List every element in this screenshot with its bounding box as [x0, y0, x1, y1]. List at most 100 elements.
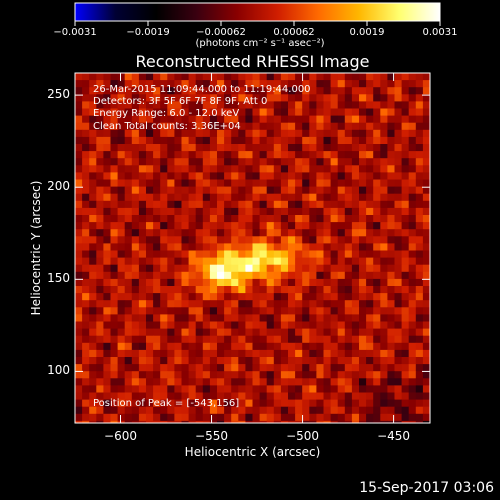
heatmap-cell	[110, 193, 118, 202]
heatmap-cell	[359, 349, 367, 358]
colorbar-tick-label: −0.0019	[126, 27, 170, 38]
heatmap-cell	[252, 328, 260, 337]
heatmap-cell	[337, 87, 346, 95]
heatmap-cell	[394, 286, 402, 294]
heatmap-cell	[330, 300, 339, 308]
heatmap-cell	[131, 129, 140, 138]
colorbar-tick-label: −0.00062	[196, 27, 246, 38]
heatmap-cell	[273, 300, 282, 308]
heatmap-cell	[266, 271, 275, 280]
heatmap-cell	[75, 129, 83, 138]
heatmap-cell	[231, 108, 239, 116]
heatmap-cell	[195, 371, 204, 379]
heatmap-cell	[316, 349, 324, 358]
heatmap-cell	[153, 136, 161, 145]
heatmap-cell	[202, 73, 211, 81]
heatmap-cell	[110, 321, 118, 329]
heatmap-cell	[245, 293, 253, 301]
heatmap-cell	[174, 115, 182, 124]
heatmap-cell	[394, 158, 402, 166]
heatmap-cell	[146, 321, 154, 329]
heatmap-cell	[89, 229, 97, 237]
heatmap-cell	[387, 300, 395, 308]
heatmap-cell	[96, 165, 104, 173]
heatmap-cell	[96, 357, 104, 365]
heatmap-cell	[245, 73, 253, 81]
heatmap-cell	[181, 215, 189, 223]
heatmap-cell	[408, 215, 417, 223]
heatmap-cell	[167, 215, 175, 223]
heatmap-cell	[195, 136, 204, 145]
heatmap-cell	[89, 108, 97, 116]
heatmap-cell	[124, 151, 133, 159]
heatmap-cell	[422, 108, 430, 116]
heatmap-cell	[167, 349, 175, 358]
heatmap-cell	[415, 108, 424, 116]
heatmap-cell	[330, 286, 339, 294]
heatmap-cell	[330, 349, 339, 358]
heatmap-cell	[82, 101, 90, 109]
heatmap-cell	[259, 108, 268, 116]
heatmap-cell	[309, 186, 317, 195]
heatmap-cell	[124, 399, 133, 408]
heatmap-cell	[209, 271, 218, 280]
heatmap-cell	[344, 122, 353, 131]
heatmap-cell	[146, 101, 154, 109]
heatmap-cell	[202, 406, 211, 415]
heatmap-cell	[245, 144, 253, 152]
heatmap-cell	[202, 300, 211, 308]
heatmap-cell	[103, 73, 111, 81]
heatmap-cell	[323, 399, 331, 408]
heatmap-cell	[387, 271, 395, 280]
heatmap-cell	[224, 186, 232, 195]
heatmap-cell	[167, 250, 175, 258]
heatmap-cell	[337, 293, 346, 301]
heatmap-cell	[103, 335, 111, 344]
heatmap-cell	[174, 193, 182, 202]
heatmap-cell	[75, 357, 83, 365]
heatmap-cell	[259, 151, 268, 159]
heatmap-cell	[131, 108, 140, 116]
heatmap-cell	[110, 399, 118, 408]
heatmap-cell	[209, 357, 218, 365]
heatmap-cell	[89, 321, 97, 329]
heatmap-cell	[245, 236, 253, 244]
heatmap-cell	[422, 215, 430, 223]
heatmap-cell	[146, 264, 154, 273]
heatmap-cell	[89, 151, 97, 159]
heatmap-cell	[351, 378, 360, 386]
heatmap-cell	[366, 278, 374, 287]
heatmap-cell	[288, 129, 296, 138]
heatmap-cell	[266, 136, 275, 145]
heatmap-cell	[202, 385, 211, 393]
heatmap-cell	[124, 328, 133, 337]
heatmap-cell	[309, 80, 317, 88]
heatmap-cell	[394, 271, 402, 280]
heatmap-cell	[96, 101, 104, 109]
heatmap-cell	[174, 87, 182, 95]
heatmap-cell	[422, 136, 430, 145]
heatmap-cell	[224, 264, 232, 273]
heatmap-cell	[252, 165, 260, 173]
heatmap-cell	[408, 243, 417, 251]
heatmap-cell	[82, 420, 90, 423]
heatmap-cell	[344, 420, 353, 423]
heatmap-cell	[380, 357, 388, 365]
heatmap-cell	[110, 300, 118, 308]
heatmap-cell	[138, 271, 147, 280]
heatmap-cell	[387, 136, 395, 145]
heatmap-cell	[344, 115, 353, 124]
heatmap-cell	[174, 144, 182, 152]
heatmap-cell	[75, 122, 83, 131]
heatmap-cell	[401, 165, 410, 173]
heatmap-cell	[295, 413, 303, 422]
heatmap-cell	[252, 420, 260, 423]
heatmap-cell	[217, 420, 225, 423]
heatmap-cell	[344, 73, 353, 81]
heatmap-cell	[337, 264, 346, 273]
heatmap-cell	[238, 278, 246, 287]
heatmap-cell	[217, 378, 225, 386]
heatmap-cell	[75, 286, 83, 294]
heatmap-cell	[124, 87, 133, 95]
heatmap-cell	[188, 406, 197, 415]
